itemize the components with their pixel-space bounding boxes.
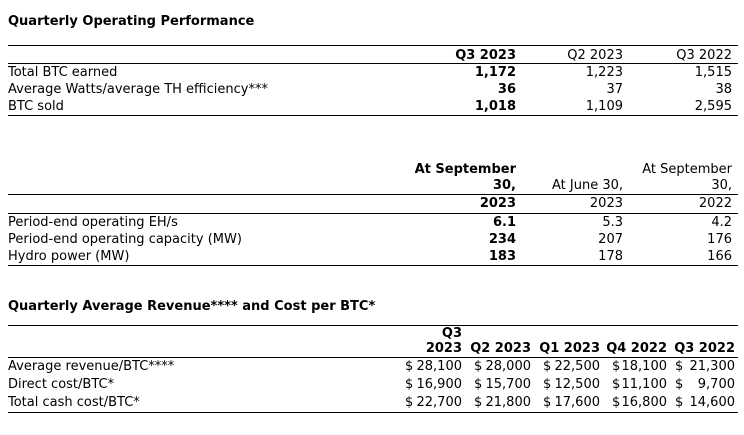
cell-value: 5.3 — [602, 215, 623, 230]
table-row: Average revenue/BTC**** $28,100 $28,000 … — [8, 358, 738, 377]
row-label: Hydro power (MW) — [8, 249, 130, 264]
cell-value: $21,300 — [667, 358, 738, 377]
row-label: Average Watts/average TH efficiency*** — [8, 82, 268, 97]
dollar-sign: $ — [612, 395, 621, 410]
column-header-q3-2022: Q3 2022 — [674, 341, 735, 356]
cell-value: 178 — [598, 249, 623, 264]
dollar-sign: $ — [474, 395, 483, 410]
cell-value: 176 — [707, 232, 732, 247]
dollar-sign: $ — [474, 377, 483, 392]
cell-value: $28,000 — [462, 358, 531, 377]
header-spacer — [8, 326, 393, 358]
header-spacer — [8, 46, 406, 64]
column-header-q3-2023: Q3 2023 — [455, 48, 516, 63]
cell-value: $22,500 — [531, 358, 600, 377]
cell-value: 207 — [598, 232, 623, 247]
column-header-q2-2023: Q2 2023 — [470, 341, 531, 356]
cell-value: 2,595 — [694, 99, 732, 114]
cell-value: 166 — [707, 249, 732, 264]
cell-value: 37 — [606, 82, 623, 97]
cell-value: $9,700 — [667, 376, 738, 394]
column-header-year-2023b: 2023 — [589, 196, 623, 211]
column-header-q1-2023: Q1 2023 — [539, 341, 600, 356]
table-row: Total BTC earned 1,172 1,223 1,515 — [8, 64, 738, 82]
cell-value: 38 — [715, 82, 732, 97]
dollar-sign: $ — [612, 359, 621, 374]
cell-value: $28,100 — [393, 358, 462, 377]
row-label: Direct cost/BTC* — [8, 377, 115, 392]
table-row: Average Watts/average TH efficiency*** 3… — [8, 81, 738, 98]
dollar-sign: $ — [543, 377, 552, 392]
table-row: Period-end operating EH/s 6.1 5.3 4.2 — [8, 214, 738, 232]
dollar-sign: $ — [405, 377, 414, 392]
section-title-revenue-cost-per-btc: Quarterly Average Revenue**** and Cost p… — [8, 299, 376, 314]
dollar-sign: $ — [543, 359, 552, 374]
cell-value: $16,800 — [600, 394, 667, 413]
dollar-sign: $ — [405, 359, 414, 374]
cell-value: $22,700 — [393, 394, 462, 413]
dollar-sign: $ — [612, 377, 621, 392]
row-label: BTC sold — [8, 99, 64, 114]
table-row: Hydro power (MW) 183 178 166 — [8, 248, 738, 266]
column-header-at-september-30-2023: At September 30, — [414, 162, 516, 193]
table-row: Period-end operating capacity (MW) 234 2… — [8, 231, 738, 248]
header-row: Q3 2023 Q2 2023 Q3 2022 — [8, 45, 738, 64]
cell-value: $11,100 — [600, 376, 667, 394]
cell-value: 1,223 — [585, 65, 623, 80]
table-row: Direct cost/BTC* $16,900 $15,700 $12,500… — [8, 376, 738, 394]
dollar-sign: $ — [675, 395, 684, 410]
header-row-years: 2023 2023 2022 — [8, 195, 738, 214]
revenue-cost-per-btc-table: Q3 2023 Q2 2023 Q1 2023 Q4 2022 Q3 2022 — [8, 325, 738, 413]
column-header-q4-2022: Q4 2022 — [606, 341, 667, 356]
column-header-at-september-30-2022: At September 30, — [642, 162, 732, 193]
cell-value: $21,800 — [462, 394, 531, 413]
column-header-q3-2023: Q3 2023 — [425, 326, 462, 356]
row-label: Average revenue/BTC**** — [8, 359, 175, 374]
row-label: Total BTC earned — [8, 65, 118, 80]
cell-value: 183 — [488, 249, 516, 264]
cell-value: 1,109 — [585, 99, 623, 114]
cell-value: $18,100 — [600, 358, 667, 377]
header-row-dates: At September 30, At June 30, At Septembe… — [8, 162, 738, 195]
row-label: Period-end operating EH/s — [8, 215, 178, 230]
dollar-sign: $ — [675, 377, 684, 392]
dollar-sign: $ — [474, 359, 483, 374]
header-spacer — [8, 162, 406, 195]
cell-value: 1,172 — [474, 65, 516, 80]
header-spacer — [8, 195, 406, 214]
financial-report-page: Quarterly Operating Performance Q3 2023 … — [8, 0, 738, 413]
cell-value: 6.1 — [492, 215, 516, 230]
section-title-operating-performance: Quarterly Operating Performance — [8, 14, 255, 29]
dollar-sign: $ — [405, 395, 414, 410]
cell-value: $14,600 — [667, 394, 738, 413]
column-header-q3-2022: Q3 2022 — [676, 48, 732, 63]
row-label: Total cash cost/BTC* — [8, 395, 140, 410]
column-header-year-2023: 2023 — [479, 196, 516, 211]
quarterly-operating-performance-table: Q3 2023 Q2 2023 Q3 2022 Total BTC earned… — [8, 45, 738, 116]
column-header-q2-2023: Q2 2023 — [567, 48, 623, 63]
period-end-metrics-table: At September 30, At June 30, At Septembe… — [8, 162, 738, 266]
cell-value: 234 — [488, 232, 516, 247]
dollar-sign: $ — [675, 359, 684, 374]
cell-value: $12,500 — [531, 376, 600, 394]
dollar-sign: $ — [543, 395, 552, 410]
header-row: Q3 2023 Q2 2023 Q1 2023 Q4 2022 Q3 2022 — [8, 326, 738, 358]
column-header-year-2022: 2022 — [698, 196, 732, 211]
cell-value: $16,900 — [393, 376, 462, 394]
table-row: BTC sold 1,018 1,109 2,595 — [8, 98, 738, 116]
column-header-at-june-30-2023: At June 30, — [551, 178, 623, 193]
cell-value: 1,515 — [694, 65, 732, 80]
row-label: Period-end operating capacity (MW) — [8, 232, 242, 247]
cell-value: $17,600 — [531, 394, 600, 413]
cell-value: 4.2 — [711, 215, 732, 230]
cell-value: 36 — [497, 82, 516, 97]
table-row: Total cash cost/BTC* $22,700 $21,800 $17… — [8, 394, 738, 413]
cell-value: $15,700 — [462, 376, 531, 394]
cell-value: 1,018 — [474, 99, 516, 114]
